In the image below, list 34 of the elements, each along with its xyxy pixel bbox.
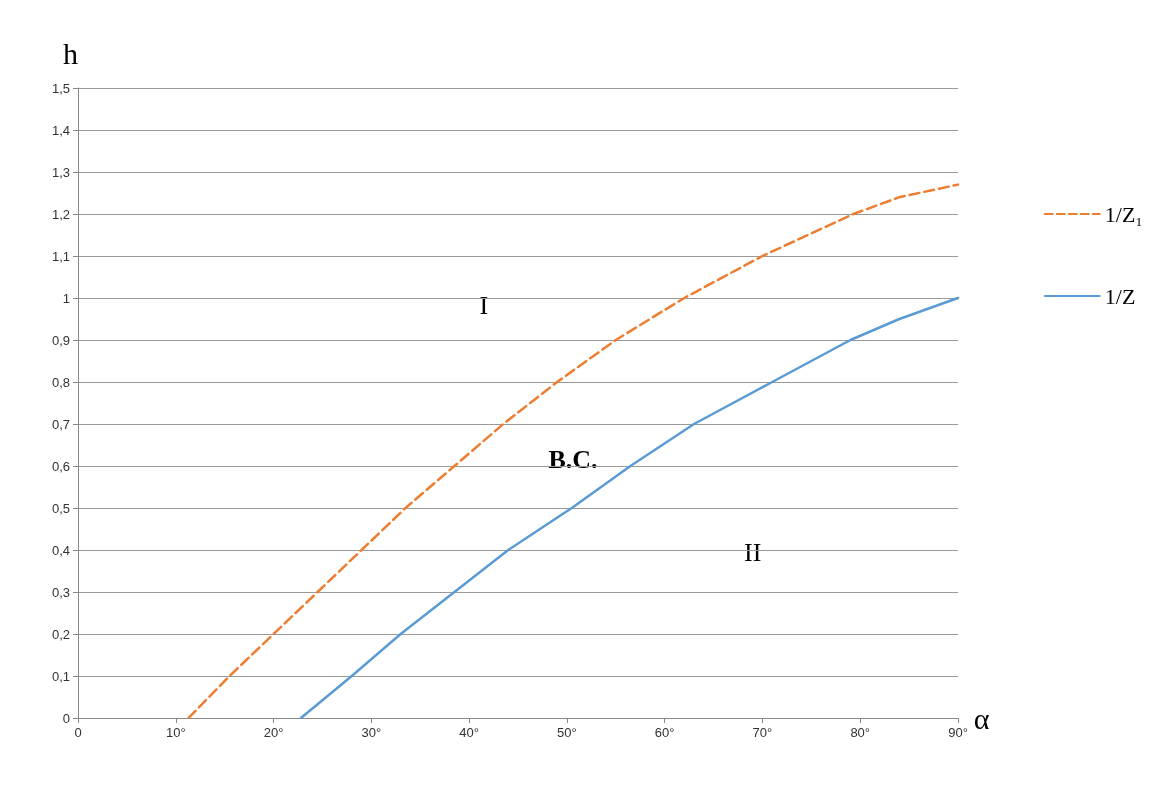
x-tick-label: 70° <box>752 725 773 740</box>
y-tick-label: 0 <box>62 710 70 726</box>
y-tick-label: 1,5 <box>51 80 70 96</box>
x-tick-label: 10° <box>165 725 186 740</box>
y-tick-label: 0,8 <box>51 374 70 390</box>
y-tick-label: 1,3 <box>51 164 70 180</box>
x-tick-label: 0 <box>74 725 82 740</box>
y-tick-label: 1,1 <box>51 248 70 264</box>
y-tick-label: 0,1 <box>51 668 70 684</box>
y-tick-label: 0,7 <box>51 416 70 432</box>
y-axis-title: h <box>63 36 78 70</box>
x-tick-label: 30° <box>361 725 382 740</box>
y-tick-label: 1,2 <box>51 206 70 222</box>
y-tick-label: 0,6 <box>51 458 70 474</box>
y-tick-label: 0,2 <box>51 626 70 642</box>
annotation: II <box>744 537 762 567</box>
x-tick-label: 20° <box>263 725 284 740</box>
y-tick-label: 1 <box>62 290 70 306</box>
y-tick-label: 0,4 <box>51 542 70 558</box>
x-tick-label: 40° <box>459 725 479 740</box>
line-series <box>187 183 960 720</box>
x-tick-label: 60° <box>654 725 675 740</box>
y-tick-label: 0,5 <box>51 500 70 516</box>
y-tick-label: 1,4 <box>51 122 70 138</box>
x-axis-title: α <box>973 701 990 735</box>
line-series <box>299 296 960 720</box>
legend-label: 1/Z₁ <box>1104 201 1144 227</box>
y-tick-label: 0,3 <box>51 584 70 600</box>
x-tick-label: 80° <box>850 725 871 740</box>
annotation: I <box>479 291 489 321</box>
legend-label: 1/Z <box>1104 283 1136 309</box>
x-tick-label: 50° <box>557 725 577 740</box>
y-tick-label: 0,9 <box>51 332 70 348</box>
x-tick-label: 90° <box>948 725 968 740</box>
